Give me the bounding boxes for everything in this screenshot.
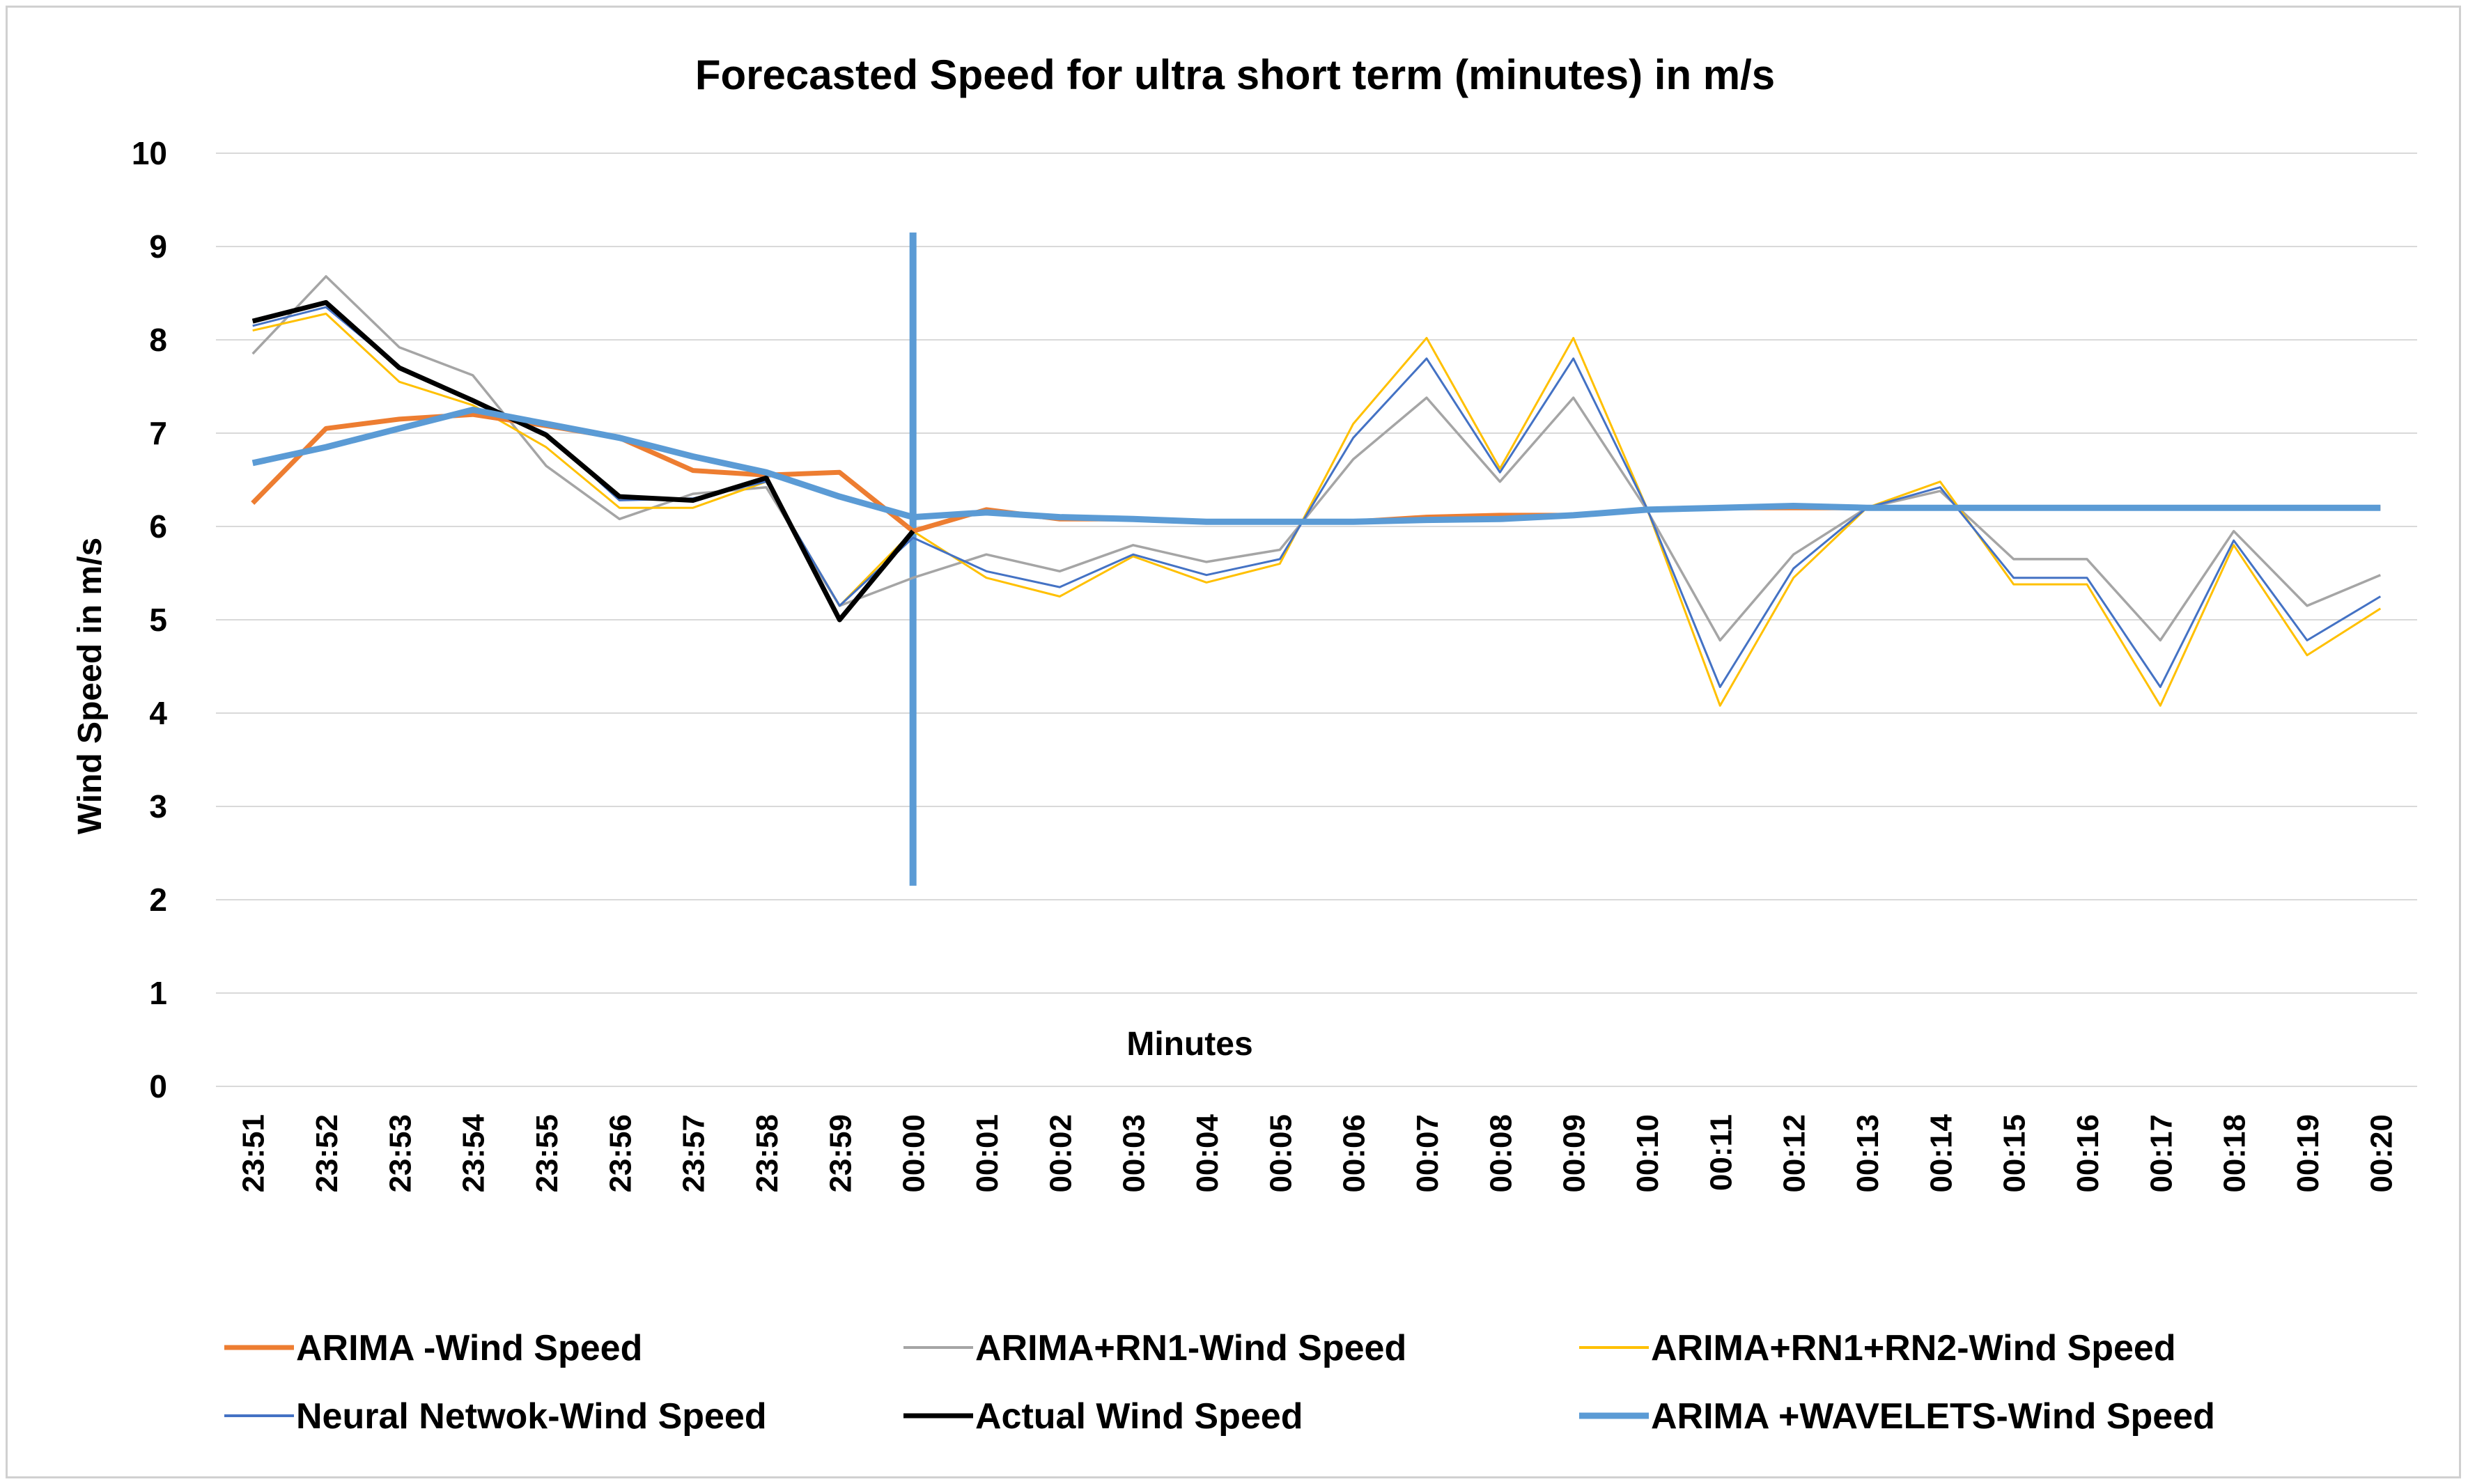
chart-title: Forecasted Speed for ultra short term (m… — [695, 52, 1775, 98]
series-line — [252, 306, 2382, 688]
legend-item: Neural Netwok-Wind Speed — [224, 1396, 767, 1437]
x-tick-label: 00:06 — [1337, 1114, 1372, 1193]
legend-item: ARIMA +WAVELETS-Wind Speed — [1579, 1396, 2215, 1437]
x-tick-label: 00:17 — [2144, 1114, 2178, 1193]
x-tick-label: 23:51 — [237, 1114, 271, 1193]
x-tick-label: 00:15 — [1998, 1114, 2032, 1193]
x-tick-label: 23:53 — [383, 1114, 417, 1193]
x-tick-label: 00:00 — [897, 1114, 931, 1193]
y-tick-label: 7 — [149, 415, 167, 451]
x-tick-label: 23:52 — [310, 1114, 344, 1193]
x-tick-label: 00:14 — [1924, 1114, 1958, 1192]
y-tick-label: 6 — [149, 508, 167, 545]
x-tick-label: 00:08 — [1484, 1114, 1518, 1193]
x-tick-label: 00:18 — [2218, 1114, 2252, 1193]
series-line — [251, 412, 2381, 534]
series — [251, 275, 2382, 707]
legend-item: Actual Wind Speed — [903, 1396, 1303, 1437]
legend-label: Neural Netwok-Wind Speed — [296, 1396, 767, 1437]
legend-item: ARIMA -Wind Speed — [224, 1328, 642, 1368]
y-tick-label: 1 — [149, 975, 167, 1011]
legend-item: ARIMA+RN1-Wind Speed — [903, 1328, 1406, 1368]
grid — [216, 153, 2417, 1087]
y-tick-label: 2 — [149, 882, 167, 918]
x-tick-label: 00:03 — [1117, 1114, 1151, 1193]
x-tick-label: 23:55 — [530, 1114, 564, 1193]
x-tick-label: 00:10 — [1631, 1114, 1665, 1193]
y-tick-label: 10 — [132, 135, 167, 171]
y-tick-label: 5 — [149, 602, 167, 638]
x-tick-label: 00:01 — [970, 1114, 1004, 1193]
x-tick-label: 00:04 — [1190, 1114, 1225, 1192]
y-tick-label: 0 — [149, 1068, 167, 1104]
legend-label: ARIMA+RN1+RN2-Wind Speed — [1651, 1328, 2176, 1368]
legend-label: ARIMA +WAVELETS-Wind Speed — [1651, 1396, 2215, 1437]
x-tick-label: 00:13 — [1851, 1114, 1885, 1193]
legend-label: Actual Wind Speed — [975, 1396, 1303, 1437]
y-tick-label: 3 — [149, 788, 167, 825]
chart-frame — [6, 6, 2461, 1478]
legend: ARIMA -Wind Speed ARIMA+RN1-Wind Speed ARI… — [224, 1328, 2215, 1437]
x-tick-label: 00:02 — [1043, 1114, 1078, 1193]
y-axis-label: Wind Speed in m/s — [72, 538, 109, 834]
x-tick-label: 00:09 — [1558, 1114, 1592, 1193]
x-tick-label: 00:19 — [2291, 1114, 2325, 1193]
legend-item: ARIMA+RN1+RN2-Wind Speed — [1579, 1328, 2176, 1368]
x-tick-label: 00:20 — [2364, 1114, 2398, 1193]
x-tick-label: 23:58 — [750, 1114, 784, 1193]
x-tick-label: 23:57 — [677, 1114, 711, 1193]
y-axis-ticks: 0 1 2 3 4 5 6 7 8 9 10 — [132, 135, 168, 1104]
x-tick-label: 00:11 — [1704, 1114, 1738, 1191]
y-tick-label: 9 — [149, 228, 167, 265]
x-tick-label: 23:54 — [457, 1114, 491, 1192]
series-line — [251, 275, 2381, 642]
x-tick-label: 00:05 — [1264, 1114, 1298, 1193]
legend-label: ARIMA+RN1-Wind Speed — [975, 1328, 1406, 1368]
series-line — [252, 313, 2382, 707]
x-axis-label: Minutes — [1126, 1026, 1252, 1063]
x-tick-label: 00:12 — [1778, 1114, 1812, 1193]
legend-label: ARIMA -Wind Speed — [296, 1328, 642, 1368]
x-tick-label: 00:16 — [2071, 1114, 2105, 1193]
x-tick-label: 23:59 — [823, 1114, 857, 1193]
x-tick-label: 23:56 — [603, 1114, 637, 1193]
x-tick-label: 00:07 — [1411, 1114, 1445, 1193]
y-tick-label: 4 — [149, 695, 167, 731]
x-axis-ticks: 23:51 23:52 23:53 23:54 23:55 23:56 23:57 23:58… — [237, 1114, 2399, 1192]
series-line — [251, 299, 915, 623]
y-tick-label: 8 — [149, 322, 167, 358]
series-line — [251, 407, 2381, 525]
